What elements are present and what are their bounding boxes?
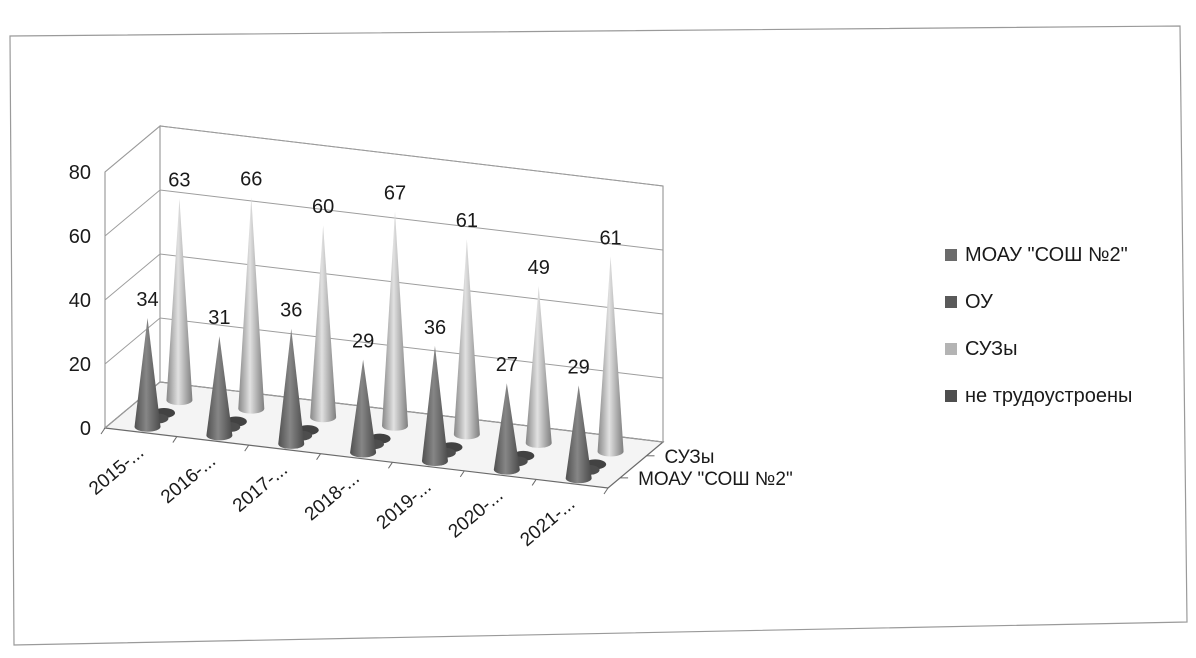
depth-label: МОАУ "СОШ №2" [638, 469, 793, 490]
category-tick [100, 427, 106, 435]
cones [134, 197, 624, 484]
category-tick [316, 453, 321, 460]
cone-1 [166, 198, 193, 406]
legend: МОАУ "СОШ №2" ОУ СУЗы не трудоустроены [945, 244, 1132, 407]
category-tick [388, 462, 393, 469]
depth-label: СУЗы [665, 447, 715, 468]
category-tick [531, 479, 537, 486]
legend-label: МОАУ "СОШ №2" [965, 244, 1128, 266]
cone-1 [134, 317, 161, 432]
data-label: 31 [208, 307, 230, 329]
cone-6 [493, 383, 520, 475]
data-label: 63 [168, 169, 190, 191]
cone-5 [421, 345, 448, 467]
legend-swatch [945, 343, 957, 355]
category-label: 2018-... [301, 468, 364, 526]
gridline-40 [104, 253, 664, 315]
data-label: 36 [424, 317, 446, 339]
y-tick-label: 60 [69, 226, 91, 248]
chart-border [9, 25, 1188, 646]
data-label: 67 [384, 182, 406, 204]
y-tick-label: 0 [80, 418, 91, 440]
y-tick-label: 20 [69, 354, 91, 376]
data-label: 36 [280, 300, 302, 322]
data-label: 29 [352, 331, 374, 353]
category-tick [603, 487, 609, 495]
gridline-0 [104, 381, 664, 443]
cone-5 [453, 239, 480, 440]
legend-swatch [945, 249, 957, 261]
gridline-20 [104, 317, 664, 379]
cone-7 [597, 256, 624, 457]
legend-label: не трудоустроены [965, 385, 1132, 407]
gridline-80 [104, 125, 664, 187]
legend-label: СУЗы [965, 338, 1018, 360]
data-label: 61 [599, 227, 621, 249]
category-label: 2020-... [445, 485, 508, 543]
legend-swatch [945, 296, 957, 308]
gridline-60 [104, 189, 664, 251]
category-label: 2015-... [85, 442, 148, 500]
cone-4 [382, 211, 408, 431]
y-tick-label: 40 [69, 290, 91, 312]
category-tick [459, 470, 465, 478]
cone-3 [278, 328, 305, 449]
cone-2 [206, 336, 233, 441]
cone-6 [525, 286, 552, 448]
category-tick [244, 444, 250, 452]
data-label: 34 [136, 289, 158, 311]
data-label: 49 [528, 257, 550, 279]
data-label: 61 [456, 210, 478, 232]
cone-3 [310, 225, 337, 423]
legend-label: ОУ [965, 291, 993, 313]
y-axis-ticks: 0 20 40 60 80 [69, 162, 91, 440]
cone-4 [350, 359, 377, 458]
category-label: 2021-... [516, 493, 579, 551]
cone-2 [238, 197, 265, 414]
gridlines [104, 125, 664, 443]
category-tick [172, 436, 178, 443]
data-label: 66 [240, 168, 262, 190]
category-label: 2017-... [229, 459, 292, 517]
category-label: 2016-... [157, 451, 220, 509]
data-label: 29 [568, 356, 590, 378]
data-label: 27 [496, 354, 518, 376]
category-label: 2019-... [373, 476, 436, 534]
data-label: 60 [312, 196, 334, 218]
data-labels: 63 66 60 67 61 49 61 34 31 36 29 36 27 29 [136, 168, 621, 378]
legend-swatch [945, 390, 957, 402]
y-tick-label: 80 [69, 162, 91, 184]
cone-7 [565, 385, 592, 484]
